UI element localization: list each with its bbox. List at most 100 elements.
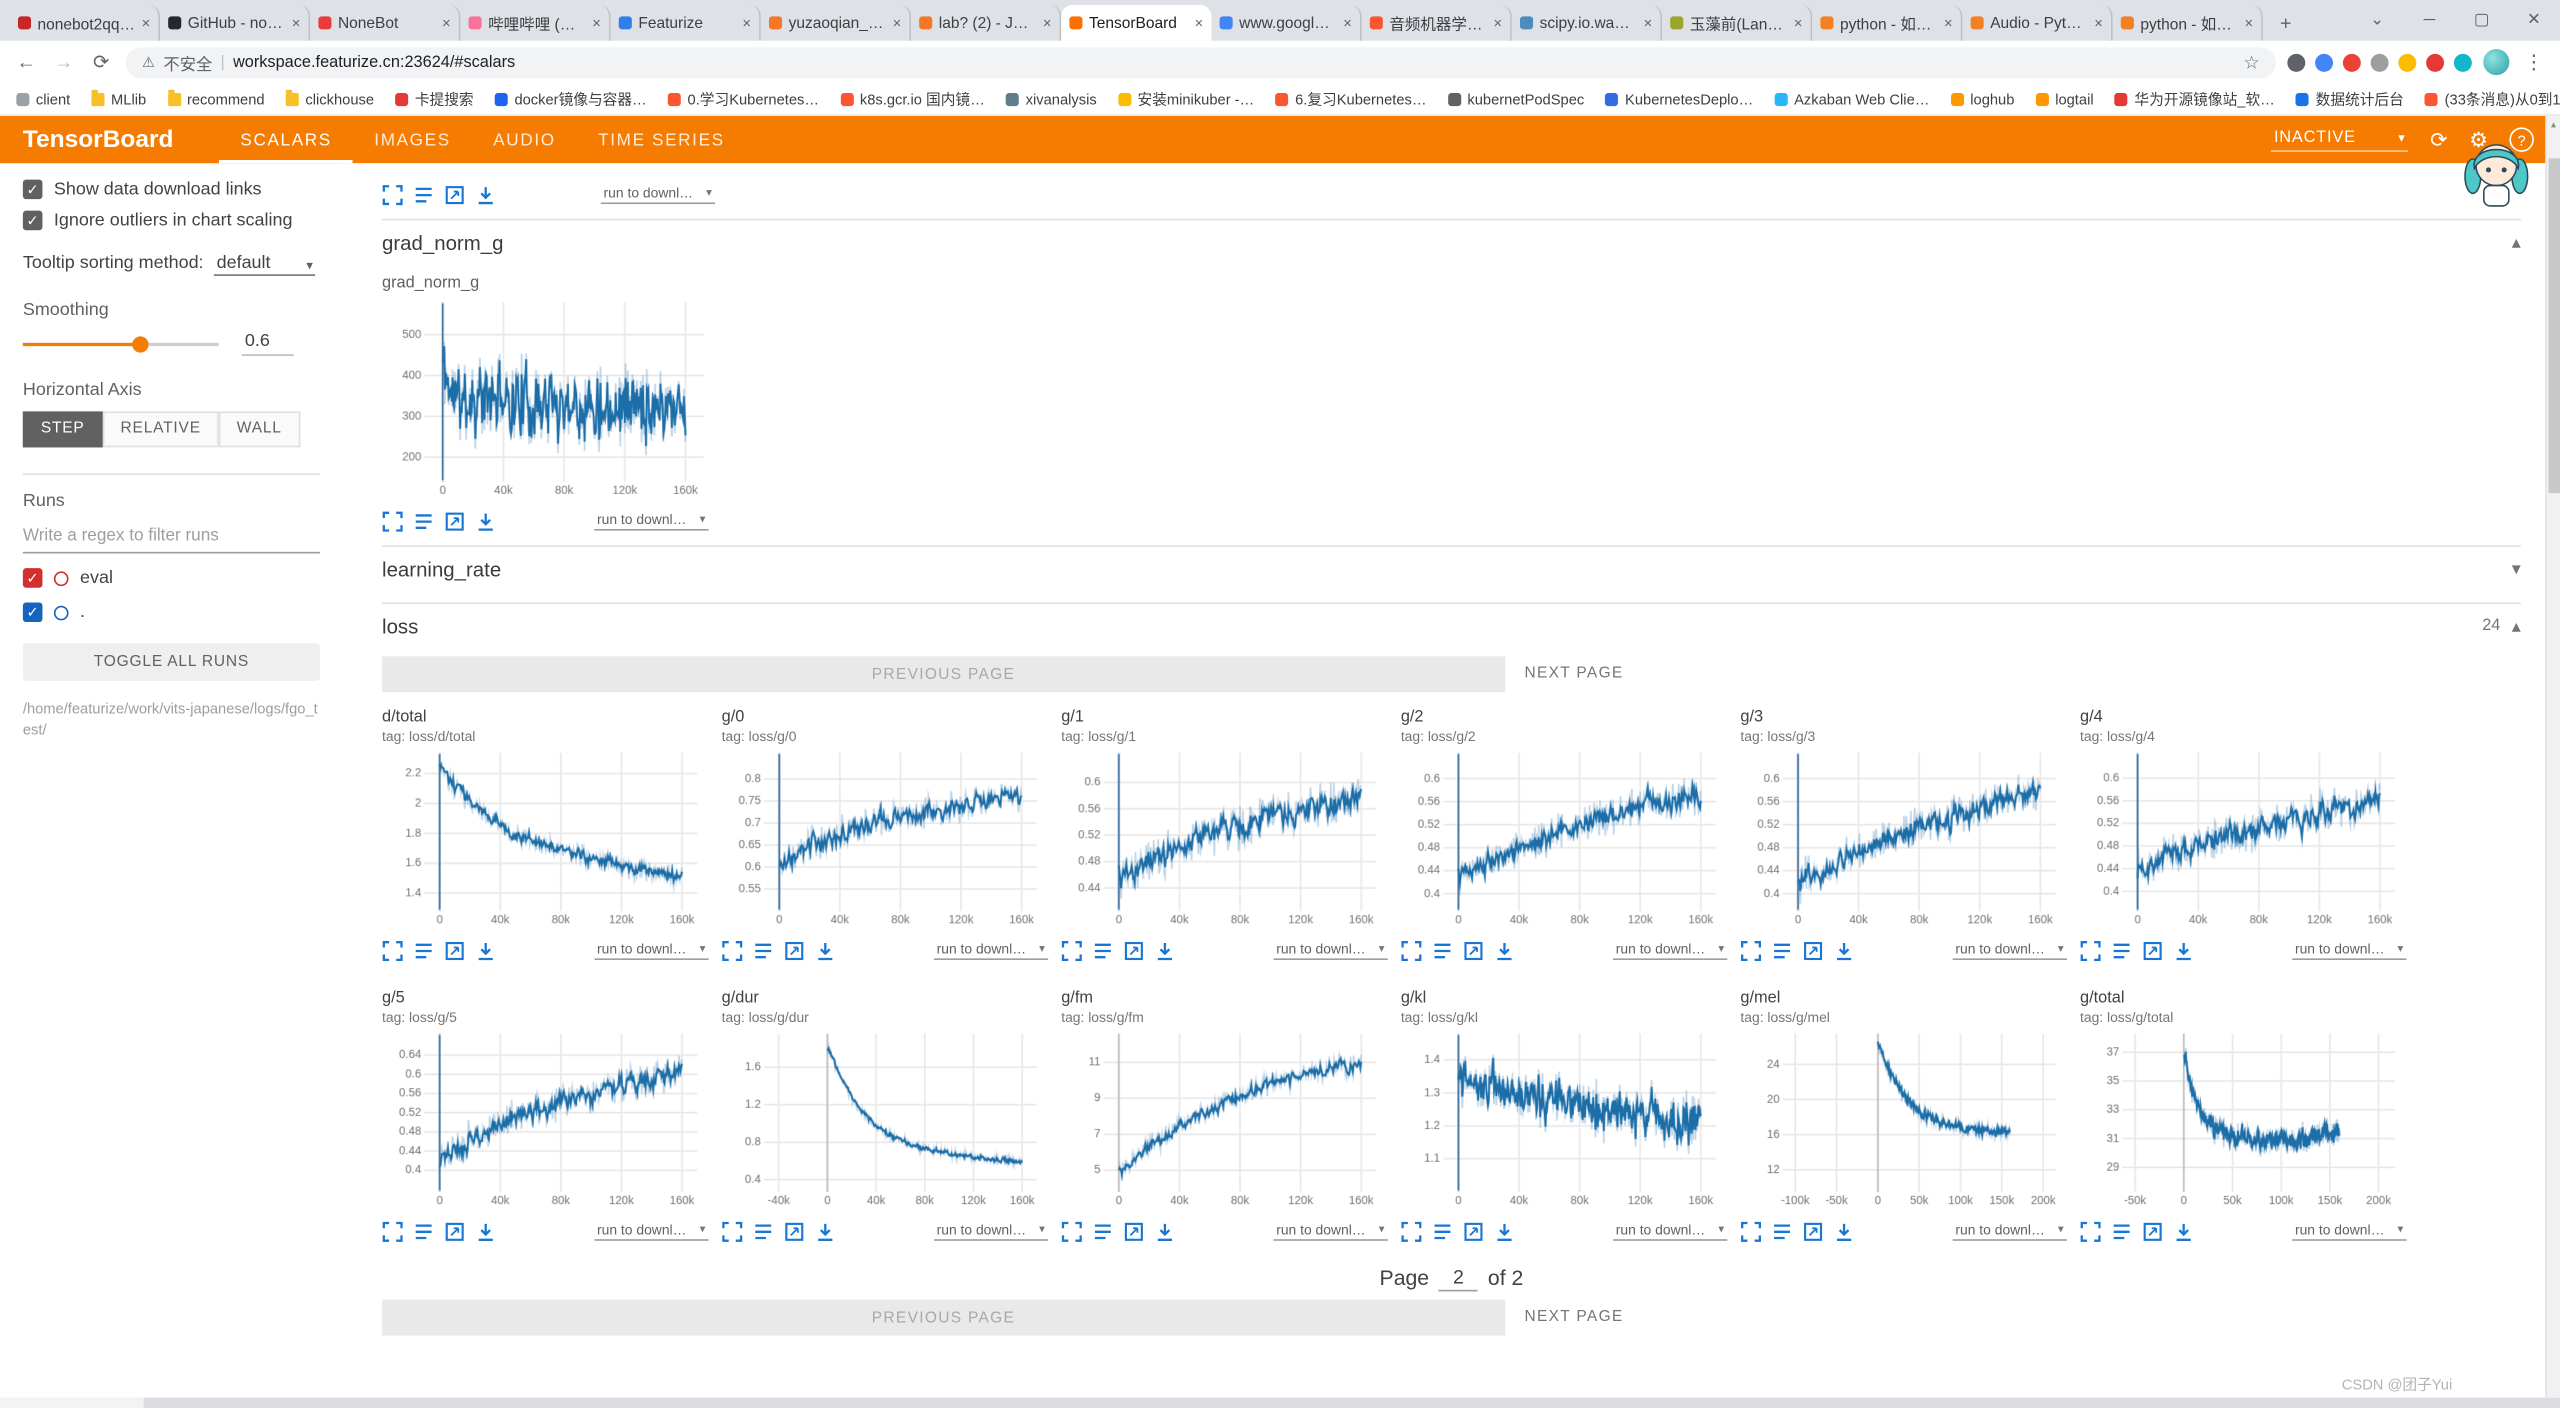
run-download-select[interactable]: run to downl… ▾ [1952, 940, 2067, 960]
tab-audio[interactable]: AUDIO [493, 129, 556, 150]
back-icon[interactable]: ← [16, 50, 36, 74]
expand-chart-icon[interactable] [1123, 940, 1144, 961]
scrollbar-thumb[interactable] [2548, 158, 2560, 494]
fullscreen-icon[interactable] [382, 184, 403, 205]
bookmark-item[interactable]: 0.学习Kubernetes… [667, 88, 819, 109]
previous-page-button[interactable]: PREVIOUS PAGE [382, 1299, 1505, 1336]
expand-chart-icon[interactable] [1802, 1220, 1823, 1241]
browser-tab[interactable]: nonebot2qq群… × [10, 4, 160, 41]
smoothing-slider[interactable] [22, 334, 219, 354]
browser-tab[interactable]: lab? (2) - Jupyt… × [911, 4, 1062, 41]
fullscreen-icon[interactable] [382, 940, 403, 961]
bookmark-item[interactable]: (33条消息)从0到1… [2425, 88, 2560, 109]
run-download-select[interactable]: run to downl… ▾ [1612, 940, 1728, 960]
section-loss[interactable]: loss 24 ▴ [382, 604, 2521, 648]
expand-chart-icon[interactable] [784, 1220, 805, 1241]
download-icon[interactable] [2173, 940, 2194, 961]
run-download-select[interactable]: run to downl… ▾ [600, 184, 716, 205]
browser-tab[interactable]: NoneBot × [310, 4, 461, 41]
chart-canvas-g_kl[interactable] [1400, 1028, 1721, 1212]
run-download-select[interactable]: run to downl… ▾ [593, 940, 709, 960]
previous-page-button[interactable]: PREVIOUS PAGE [382, 656, 1505, 693]
extension-icon[interactable] [2398, 53, 2417, 72]
checkbox[interactable]: ✓ [22, 179, 43, 200]
tooltip-sorting-select[interactable]: default ▾ [213, 253, 315, 276]
tab-close-icon[interactable]: × [1793, 14, 1803, 32]
address-field[interactable]: ⚠ 不安全 | workspace.featurize.cn:23624/#sc… [125, 46, 2276, 78]
chart-canvas-g_dur[interactable] [721, 1028, 1042, 1212]
run-download-select[interactable]: run to downl… ▾ [1612, 1221, 1728, 1241]
bookmark-item[interactable]: xivanalysis [1006, 91, 1097, 107]
chart-canvas-g_mel[interactable] [1740, 1028, 2061, 1212]
next-page-button[interactable]: NEXT PAGE [1524, 664, 1624, 683]
expand-chart-icon[interactable] [444, 510, 465, 531]
run-download-select[interactable]: run to downl… ▾ [2291, 1221, 2407, 1241]
toggle-all-runs-button[interactable]: TOGGLE ALL RUNS [22, 643, 320, 681]
bookmark-star-icon[interactable]: ☆ [2243, 53, 2260, 73]
fullscreen-icon[interactable] [1061, 940, 1082, 961]
log-scale-icon[interactable] [413, 510, 434, 531]
run-download-select[interactable]: run to downl… ▾ [2291, 940, 2407, 960]
runs-filter-input[interactable] [22, 522, 320, 554]
log-scale-icon[interactable] [2111, 940, 2132, 961]
expand-chart-icon[interactable] [444, 1220, 465, 1241]
log-scale-icon[interactable] [413, 940, 434, 961]
fullscreen-icon[interactable] [2080, 940, 2101, 961]
tab-close-icon[interactable]: × [1643, 14, 1653, 32]
settings-checkbox-row[interactable]: ✓ Show data download links [22, 179, 320, 200]
browser-tab[interactable]: yuzaoqian_va… × [761, 4, 912, 41]
address-url[interactable]: workspace.featurize.cn:23624/#scalars [232, 53, 516, 72]
bookmark-item[interactable]: k8s.gcr.io 国内镜… [840, 88, 985, 109]
axis-button-relative[interactable]: RELATIVE [102, 411, 219, 448]
expand-chart-icon[interactable] [2142, 1220, 2163, 1241]
download-icon[interactable] [475, 940, 496, 961]
extension-icon[interactable] [2370, 53, 2389, 72]
log-scale-icon[interactable] [1432, 1220, 1453, 1241]
log-scale-icon[interactable] [1771, 1220, 1792, 1241]
tab-close-icon[interactable]: × [1944, 14, 1953, 32]
fullscreen-icon[interactable] [1740, 1220, 1762, 1242]
tab-close-icon[interactable]: × [141, 14, 151, 32]
tab-time-series[interactable]: TIME SERIES [598, 129, 725, 150]
fullscreen-icon[interactable] [2080, 1220, 2101, 1242]
status-dropdown[interactable]: INACTIVE ▾ [2270, 127, 2409, 152]
fullscreen-icon[interactable] [722, 1220, 743, 1242]
bookmark-item[interactable]: 数据统计后台 [2296, 88, 2404, 109]
log-scale-icon[interactable] [753, 1220, 774, 1241]
chart-canvas-g_1[interactable] [1061, 747, 1382, 931]
bookmark-item[interactable]: client [16, 91, 70, 107]
tab-images[interactable]: IMAGES [374, 129, 451, 150]
download-icon[interactable] [1833, 940, 1854, 961]
tab-close-icon[interactable]: × [592, 14, 601, 32]
fullscreen-icon[interactable] [1401, 940, 1422, 961]
chart-canvas-g_3[interactable] [1740, 747, 2061, 931]
browser-tab[interactable]: www.google.c… × [1211, 4, 1362, 41]
chart-canvas-g_4[interactable] [2079, 747, 2400, 931]
run-checkbox[interactable]: ✓ [22, 602, 43, 623]
browser-tab[interactable]: 玉藻前(Lancer)… × [1662, 4, 1813, 41]
tab-close-icon[interactable]: × [2244, 14, 2254, 32]
fullscreen-icon[interactable] [722, 940, 743, 961]
browser-tab[interactable]: Featurize × [611, 4, 761, 41]
tab-close-icon[interactable]: × [1343, 14, 1352, 32]
browser-menu-icon[interactable]: ⋮ [2524, 50, 2544, 74]
log-scale-icon[interactable] [1771, 940, 1792, 961]
page-scrollbar[interactable]: ▴ [2545, 115, 2560, 1398]
run-download-select[interactable]: run to downl… ▾ [933, 940, 1049, 960]
axis-button-step[interactable]: STEP [22, 411, 103, 448]
browser-tab[interactable]: python - 如何… × [1812, 4, 1963, 41]
download-icon[interactable] [1833, 1220, 1854, 1241]
settings-gear-icon[interactable]: ⚙ [2469, 126, 2489, 152]
download-icon[interactable] [815, 1220, 836, 1241]
window-close-icon[interactable]: ✕ [2527, 11, 2541, 30]
smoothing-value[interactable]: 0.6 [241, 331, 294, 356]
download-icon[interactable] [1154, 940, 1175, 961]
download-icon[interactable] [2173, 1220, 2194, 1241]
download-icon[interactable] [475, 510, 496, 531]
bookmark-item[interactable]: kubernetPodSpec [1447, 91, 1584, 107]
reload-icon[interactable]: ⟳ [93, 50, 110, 74]
next-page-button[interactable]: NEXT PAGE [1524, 1307, 1624, 1326]
page-number-input[interactable] [1438, 1263, 1479, 1292]
tab-close-icon[interactable]: × [892, 14, 902, 32]
expand-chart-icon[interactable] [1123, 1220, 1144, 1241]
